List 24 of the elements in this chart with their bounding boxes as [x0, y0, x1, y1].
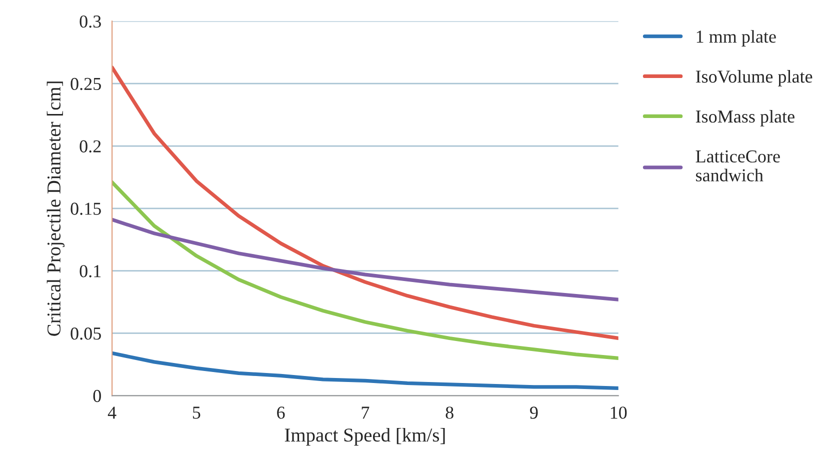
x-tick-label: 9 — [530, 406, 538, 419]
line-series — [112, 218, 618, 302]
x-tick-label: 5 — [192, 406, 200, 419]
y-tick-label: 0.05 — [70, 327, 101, 340]
x-tick-label: 4 — [108, 406, 116, 419]
line-series — [112, 66, 618, 340]
legend-label: LatticeCore sandwich — [696, 150, 780, 182]
x-tick-label: 7 — [362, 406, 370, 419]
y-tick-label: 0.2 — [80, 140, 101, 153]
y-tick-label: 0 — [93, 390, 101, 402]
line-series — [112, 351, 618, 390]
x-axis-title: Impact Speed [km/s] — [284, 428, 445, 446]
legend-label: 1 mm plate — [696, 30, 776, 46]
y-tick-label: 0.25 — [70, 78, 101, 90]
legend-label: IsoMass plate — [696, 110, 794, 126]
x-tick-label: 6 — [277, 406, 285, 419]
y-tick-label: 0.1 — [80, 265, 101, 278]
x-tick-label: 8 — [446, 406, 454, 419]
line-series — [112, 180, 618, 360]
y-tick-label: 0.3 — [80, 15, 101, 28]
y-axis-title: Critical Projectile Diameter [cm] — [46, 82, 64, 336]
y-tick-label: 0.15 — [70, 202, 101, 215]
legend-label: IsoVolume plate — [696, 70, 812, 86]
x-tick-label: 10 — [610, 406, 627, 419]
